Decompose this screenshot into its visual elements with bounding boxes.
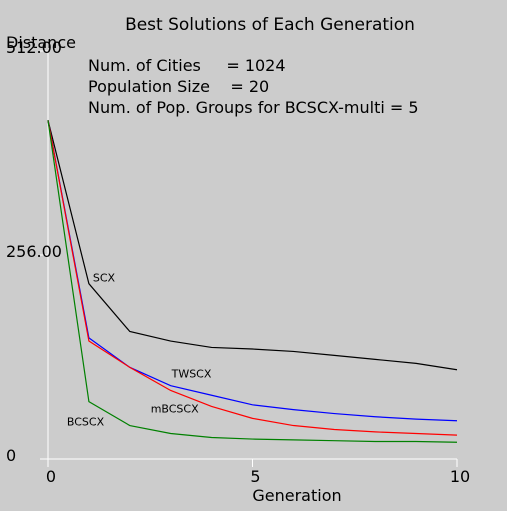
- y-tick-label: 0: [6, 446, 16, 465]
- series-line-mbcscx: [47, 120, 458, 436]
- series-label: TWSCX: [171, 367, 212, 380]
- series-layer: [47, 120, 458, 443]
- y-axis-label: Distance: [6, 33, 76, 52]
- series-label: mBCSCX: [151, 402, 199, 415]
- series-line-twscx: [47, 120, 458, 422]
- info-text: Num. of Cities = 1024 Population Size = …: [88, 56, 419, 117]
- series-label: BCSCX: [67, 416, 105, 429]
- chart-title: Best Solutions of Each Generation: [125, 15, 415, 35]
- series-line-bcscx: [47, 120, 458, 443]
- series-labels: SCX TWSCX mBCSCX BCSCX: [67, 272, 212, 429]
- x-tick-label: 0: [46, 467, 56, 486]
- plot-area: [48, 51, 457, 459]
- series-line-scx: [47, 120, 458, 371]
- y-tick-label: 256.00: [6, 242, 62, 261]
- info-line: Num. of Pop. Groups for BCSCX-multi = 5: [88, 98, 419, 117]
- x-tick-label: 5: [250, 467, 260, 486]
- series-label: SCX: [93, 272, 116, 285]
- x-tick-label: 10: [450, 467, 470, 486]
- info-line: Population Size = 20: [88, 77, 269, 96]
- x-axis-label: Generation: [252, 486, 341, 505]
- info-line: Num. of Cities = 1024: [88, 56, 286, 75]
- y-tick-label: 512.00: [6, 38, 62, 57]
- axes: 0 5 10 0 256.00 512.00: [6, 38, 470, 486]
